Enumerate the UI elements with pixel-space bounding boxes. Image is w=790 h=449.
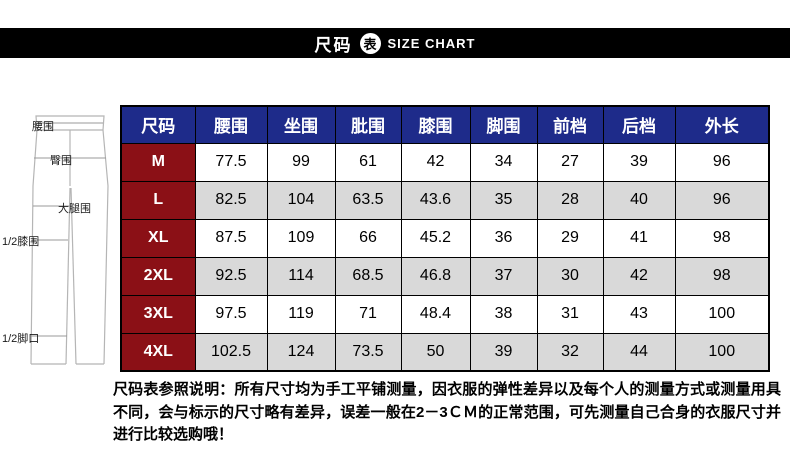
value-cell: 68.5 (334, 256, 402, 296)
column-header: 尺码 (120, 105, 196, 144)
table-row: 3XL 97.5 119 71 48.4 38 31 43 100 (120, 294, 770, 334)
value-cell: 46.8 (400, 256, 471, 296)
diagram-label-hem: 1/2脚口 (2, 333, 40, 345)
value-cell: 124 (266, 332, 336, 372)
value-cell: 39 (602, 142, 676, 182)
banner-title-en: SIZE CHART (387, 35, 476, 51)
table-header-row: 尺码 腰围 坐围 肶围 膝围 脚围 前档 后档 外长 (120, 105, 770, 144)
value-cell: 29 (536, 218, 604, 258)
diagram-label-waist: 腰围 (32, 121, 54, 133)
value-cell: 48.4 (400, 294, 471, 334)
diagram-label-knee: 1/2膝围 (2, 236, 40, 248)
value-cell: 42 (400, 142, 471, 182)
value-cell: 104 (266, 180, 336, 220)
column-header: 脚围 (469, 105, 538, 144)
value-cell: 41 (602, 218, 676, 258)
table-row: 4XL 102.5 124 73.5 50 39 32 44 100 (120, 332, 770, 372)
value-cell: 45.2 (400, 218, 471, 258)
value-cell: 61 (334, 142, 402, 182)
value-cell: 50 (400, 332, 471, 372)
column-header: 坐围 (266, 105, 336, 144)
size-cell: 3XL (120, 294, 196, 334)
value-cell: 114 (266, 256, 336, 296)
column-header: 膝围 (400, 105, 471, 144)
size-chart-table: 尺码 腰围 坐围 肶围 膝围 脚围 前档 后档 外长 M 77.5 99 61 … (120, 105, 770, 372)
value-cell: 28 (536, 180, 604, 220)
value-cell: 42 (602, 256, 676, 296)
value-cell: 96 (674, 142, 770, 182)
size-cell: L (120, 180, 196, 220)
value-cell: 30 (536, 256, 604, 296)
table-row: XL 87.5 109 66 45.2 36 29 41 98 (120, 218, 770, 258)
value-cell: 38 (469, 294, 538, 334)
value-cell: 98 (674, 218, 770, 258)
size-cell: 2XL (120, 256, 196, 296)
value-cell: 100 (674, 294, 770, 334)
column-header: 肶围 (334, 105, 402, 144)
value-cell: 96 (674, 180, 770, 220)
value-cell: 44 (602, 332, 676, 372)
column-header: 后档 (602, 105, 676, 144)
table-row: L 82.5 104 63.5 43.6 35 28 40 96 (120, 180, 770, 220)
value-cell: 32 (536, 332, 604, 372)
value-cell: 43 (602, 294, 676, 334)
value-cell: 31 (536, 294, 604, 334)
size-cell: M (120, 142, 196, 182)
banner-circle-badge: 表 (359, 32, 381, 54)
pants-measurement-diagram: 腰围 臀围 大腿围 1/2膝围 1/2脚口 (0, 106, 120, 372)
value-cell: 37 (469, 256, 538, 296)
diagram-label-thigh: 大腿围 (58, 203, 91, 215)
banner: 尺码 表 SIZE CHART (0, 28, 790, 58)
value-cell: 35 (469, 180, 538, 220)
pants-sketch-icon (30, 115, 109, 365)
value-cell: 119 (266, 294, 336, 334)
size-cell: XL (120, 218, 196, 258)
table-row: 2XL 92.5 114 68.5 46.8 37 30 42 98 (120, 256, 770, 296)
value-cell: 98 (674, 256, 770, 296)
diagram-label-hip: 臀围 (50, 155, 72, 167)
value-cell: 66 (334, 218, 402, 258)
value-cell: 36 (469, 218, 538, 258)
value-cell: 43.6 (400, 180, 471, 220)
value-cell: 102.5 (194, 332, 268, 372)
column-header: 前档 (536, 105, 604, 144)
table-row: M 77.5 99 61 42 34 27 39 96 (120, 142, 770, 182)
value-cell: 39 (469, 332, 538, 372)
value-cell: 109 (266, 218, 336, 258)
value-cell: 34 (469, 142, 538, 182)
value-cell: 97.5 (194, 294, 268, 334)
value-cell: 73.5 (334, 332, 402, 372)
value-cell: 27 (536, 142, 604, 182)
value-cell: 71 (334, 294, 402, 334)
value-cell: 99 (266, 142, 336, 182)
size-cell: 4XL (120, 332, 196, 372)
size-note: 尺码表参照说明：所有尺寸均为手工平铺测量，因衣服的弹性差异以及每个人的测量方式或… (113, 381, 781, 443)
value-cell: 77.5 (194, 142, 268, 182)
value-cell: 40 (602, 180, 676, 220)
value-cell: 82.5 (194, 180, 268, 220)
banner-title-cn: 尺码 (314, 35, 353, 55)
value-cell: 92.5 (194, 256, 268, 296)
column-header: 外长 (674, 105, 770, 144)
column-header: 腰围 (194, 105, 268, 144)
value-cell: 100 (674, 332, 770, 372)
value-cell: 63.5 (334, 180, 402, 220)
value-cell: 87.5 (194, 218, 268, 258)
